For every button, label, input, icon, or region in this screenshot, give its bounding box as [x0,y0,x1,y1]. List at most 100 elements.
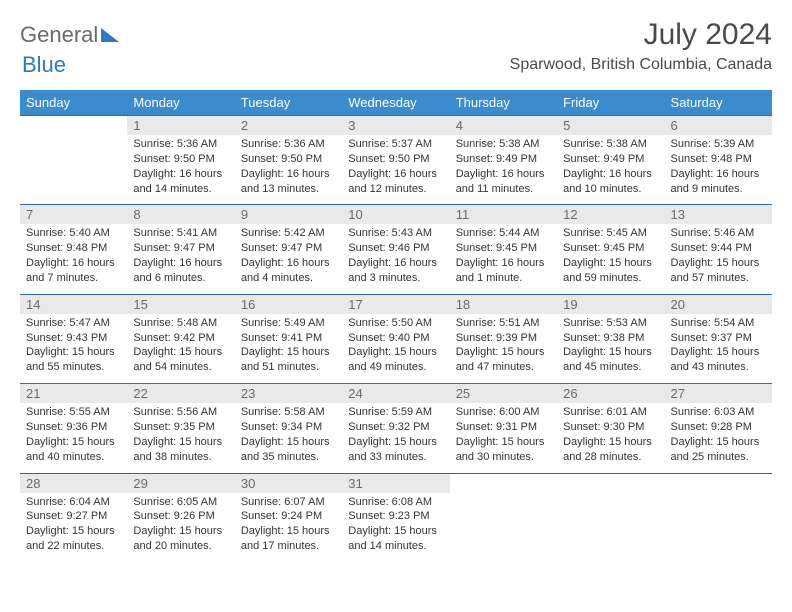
day-d2: and 3 minutes. [348,271,443,286]
day-sr: Sunrise: 5:39 AM [671,137,766,152]
day-detail-cell: Sunrise: 5:37 AMSunset: 9:50 PMDaylight:… [342,135,449,205]
day-ss: Sunset: 9:44 PM [671,241,766,256]
location: Sparwood, British Columbia, Canada [510,56,772,74]
day-sr: Sunrise: 5:50 AM [348,316,443,331]
day-header: Friday [557,90,664,116]
day-detail-cell: Sunrise: 6:08 AMSunset: 9:23 PMDaylight:… [342,493,449,562]
day-number-cell: 7 [20,205,127,225]
day-number-cell: 4 [450,116,557,136]
day-number-cell: 27 [665,384,772,404]
day-d1: Daylight: 15 hours [348,345,443,360]
day-sr: Sunrise: 5:43 AM [348,226,443,241]
day-ss: Sunset: 9:50 PM [348,152,443,167]
day-sr: Sunrise: 5:38 AM [456,137,551,152]
day-ss: Sunset: 9:47 PM [241,241,336,256]
day-sr: Sunrise: 5:53 AM [563,316,658,331]
day-detail-cell: Sunrise: 5:44 AMSunset: 9:45 PMDaylight:… [450,224,557,294]
day-d2: and 4 minutes. [241,271,336,286]
day-header: Tuesday [235,90,342,116]
day-number-cell: 15 [127,294,234,314]
day-ss: Sunset: 9:27 PM [26,509,121,524]
day-d1: Daylight: 15 hours [241,524,336,539]
day-detail-cell: Sunrise: 5:36 AMSunset: 9:50 PMDaylight:… [127,135,234,205]
day-number-cell [20,116,127,136]
day-d1: Daylight: 16 hours [241,256,336,271]
day-d1: Daylight: 15 hours [671,256,766,271]
day-sr: Sunrise: 5:38 AM [563,137,658,152]
day-detail-cell: Sunrise: 5:51 AMSunset: 9:39 PMDaylight:… [450,314,557,384]
day-d1: Daylight: 16 hours [26,256,121,271]
day-ss: Sunset: 9:28 PM [671,420,766,435]
day-detail-cell: Sunrise: 5:50 AMSunset: 9:40 PMDaylight:… [342,314,449,384]
day-detail-cell: Sunrise: 5:40 AMSunset: 9:48 PMDaylight:… [20,224,127,294]
day-ss: Sunset: 9:40 PM [348,331,443,346]
day-ss: Sunset: 9:23 PM [348,509,443,524]
week-daynum-row: 123456 [20,116,772,136]
week-detail-row: Sunrise: 6:04 AMSunset: 9:27 PM Daylight:… [20,493,772,562]
day-ss: Sunset: 9:31 PM [456,420,551,435]
day-header: Monday [127,90,234,116]
day-d2: and 11 minutes. [456,182,551,197]
day-header: Saturday [665,90,772,116]
day-d1: Daylight: 15 hours [348,435,443,450]
day-ss: Sunset: 9:30 PM [563,420,658,435]
day-number-cell: 6 [665,116,772,136]
day-d1: Daylight: 16 hours [133,256,228,271]
day-detail-cell: Sunrise: 5:38 AMSunset: 9:49 PMDaylight:… [450,135,557,205]
day-number-cell [665,473,772,493]
day-ss: Sunset: 9:34 PM [241,420,336,435]
day-sr: Sunrise: 6:04 AM [26,495,121,510]
day-d2: and 47 minutes. [456,360,551,375]
day-ss: Sunset: 9:50 PM [133,152,228,167]
day-ss: Sunset: 9:47 PM [133,241,228,256]
day-number-cell: 31 [342,473,449,493]
day-d2: and 7 minutes. [26,271,121,286]
day-detail-cell [20,135,127,205]
day-d2: and 6 minutes. [133,271,228,286]
day-detail-cell: Sunrise: 5:43 AMSunset: 9:46 PMDaylight:… [342,224,449,294]
day-d1: Daylight: 16 hours [456,167,551,182]
day-header: Wednesday [342,90,449,116]
day-number-cell: 26 [557,384,664,404]
day-ss: Sunset: 9:42 PM [133,331,228,346]
day-sr: Sunrise: 5:45 AM [563,226,658,241]
day-d2: and 49 minutes. [348,360,443,375]
day-detail-cell: Sunrise: 5:54 AMSunset: 9:37 PMDaylight:… [665,314,772,384]
day-ss: Sunset: 9:43 PM [26,331,121,346]
day-ss: Sunset: 9:35 PM [133,420,228,435]
day-d2: and 33 minutes. [348,450,443,465]
logo-text-2: Blue [20,52,66,77]
day-sr: Sunrise: 5:58 AM [241,405,336,420]
day-ss: Sunset: 9:39 PM [456,331,551,346]
day-sr: Sunrise: 5:41 AM [133,226,228,241]
day-d2: and 51 minutes. [241,360,336,375]
day-detail-cell [450,493,557,562]
week-detail-row: Sunrise: 5:47 AMSunset: 9:43 PMDaylight:… [20,314,772,384]
day-d2: and 28 minutes. [563,450,658,465]
day-d2: and 14 minutes. [133,182,228,197]
day-d2: and 30 minutes. [456,450,551,465]
day-ss: Sunset: 9:26 PM [133,509,228,524]
day-ss: Sunset: 9:36 PM [26,420,121,435]
day-sr: Sunrise: 5:56 AM [133,405,228,420]
title-block: July 2024 Sparwood, British Columbia, Ca… [510,18,772,74]
day-d2: and 12 minutes. [348,182,443,197]
day-detail-cell: Sunrise: 5:38 AMSunset: 9:49 PMDaylight:… [557,135,664,205]
day-sr: Sunrise: 5:54 AM [671,316,766,331]
week-detail-row: Sunrise: 5:55 AMSunset: 9:36 PMDaylight:… [20,403,772,473]
day-number-cell: 1 [127,116,234,136]
day-ss: Sunset: 9:48 PM [26,241,121,256]
day-number-cell: 22 [127,384,234,404]
day-d2: and 13 minutes. [241,182,336,197]
day-ss: Sunset: 9:46 PM [348,241,443,256]
day-d2: and 17 minutes. [241,539,336,554]
day-d2: and 10 minutes. [563,182,658,197]
day-number-cell: 21 [20,384,127,404]
day-d1: Daylight: 15 hours [241,435,336,450]
day-ss: Sunset: 9:38 PM [563,331,658,346]
day-number-cell: 3 [342,116,449,136]
week-daynum-row: 21222324252627 [20,384,772,404]
day-ss: Sunset: 9:49 PM [456,152,551,167]
day-ss: Sunset: 9:24 PM [241,509,336,524]
day-d2: and 25 minutes. [671,450,766,465]
